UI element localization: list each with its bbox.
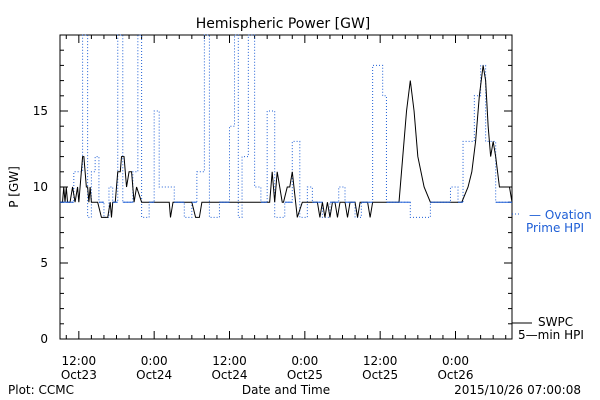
plot-credit: Plot: CCMC [8, 383, 74, 397]
legend-swpc-line1: SWPC [538, 315, 573, 329]
x-tick-time-label: 12:00 [363, 354, 398, 368]
y-tick-label: 0 [40, 332, 48, 346]
x-tick-time-label: 0:00 [442, 354, 469, 368]
chart-title: Hemispheric Power [GW] [196, 16, 371, 32]
x-tick-date-label: Oct23 [61, 368, 97, 382]
y-tick-label: 15 [33, 104, 48, 118]
legend-ovation-line2: Prime HPI [526, 221, 584, 235]
y-tick-label: 10 [33, 180, 48, 194]
plot-timestamp: 2015/10/26 07:00:08 [454, 383, 581, 397]
y-axis-label: P [GW] [7, 166, 21, 208]
x-tick-date-label: Oct26 [437, 368, 473, 382]
x-axis-label: Date and Time [242, 383, 330, 397]
plot-frame [59, 34, 513, 340]
x-tick-date-label: Oct24 [211, 368, 247, 382]
y-tick-label: 5 [40, 256, 48, 270]
series-layer [60, 34, 513, 218]
legend-ovation-line1: — Ovation [529, 208, 592, 222]
x-tick-time-label: 0:00 [291, 354, 318, 368]
x-tick-time-label: 12:00 [62, 354, 97, 368]
series-swpc-line [60, 65, 513, 218]
y-axis-ticks: 0 5 10 15 [33, 34, 512, 346]
x-tick-time-label: 12:00 [212, 354, 247, 368]
x-axis-ticks: 12:00Oct230:00Oct2412:00Oct240:00Oct2512… [61, 35, 507, 382]
x-tick-date-label: Oct25 [287, 368, 323, 382]
x-tick-date-label: Oct24 [136, 368, 172, 382]
x-tick-date-label: Oct25 [362, 368, 398, 382]
legend-swpc-line2: 5—min HPI [518, 328, 584, 342]
x-tick-time-label: 0:00 [141, 354, 168, 368]
